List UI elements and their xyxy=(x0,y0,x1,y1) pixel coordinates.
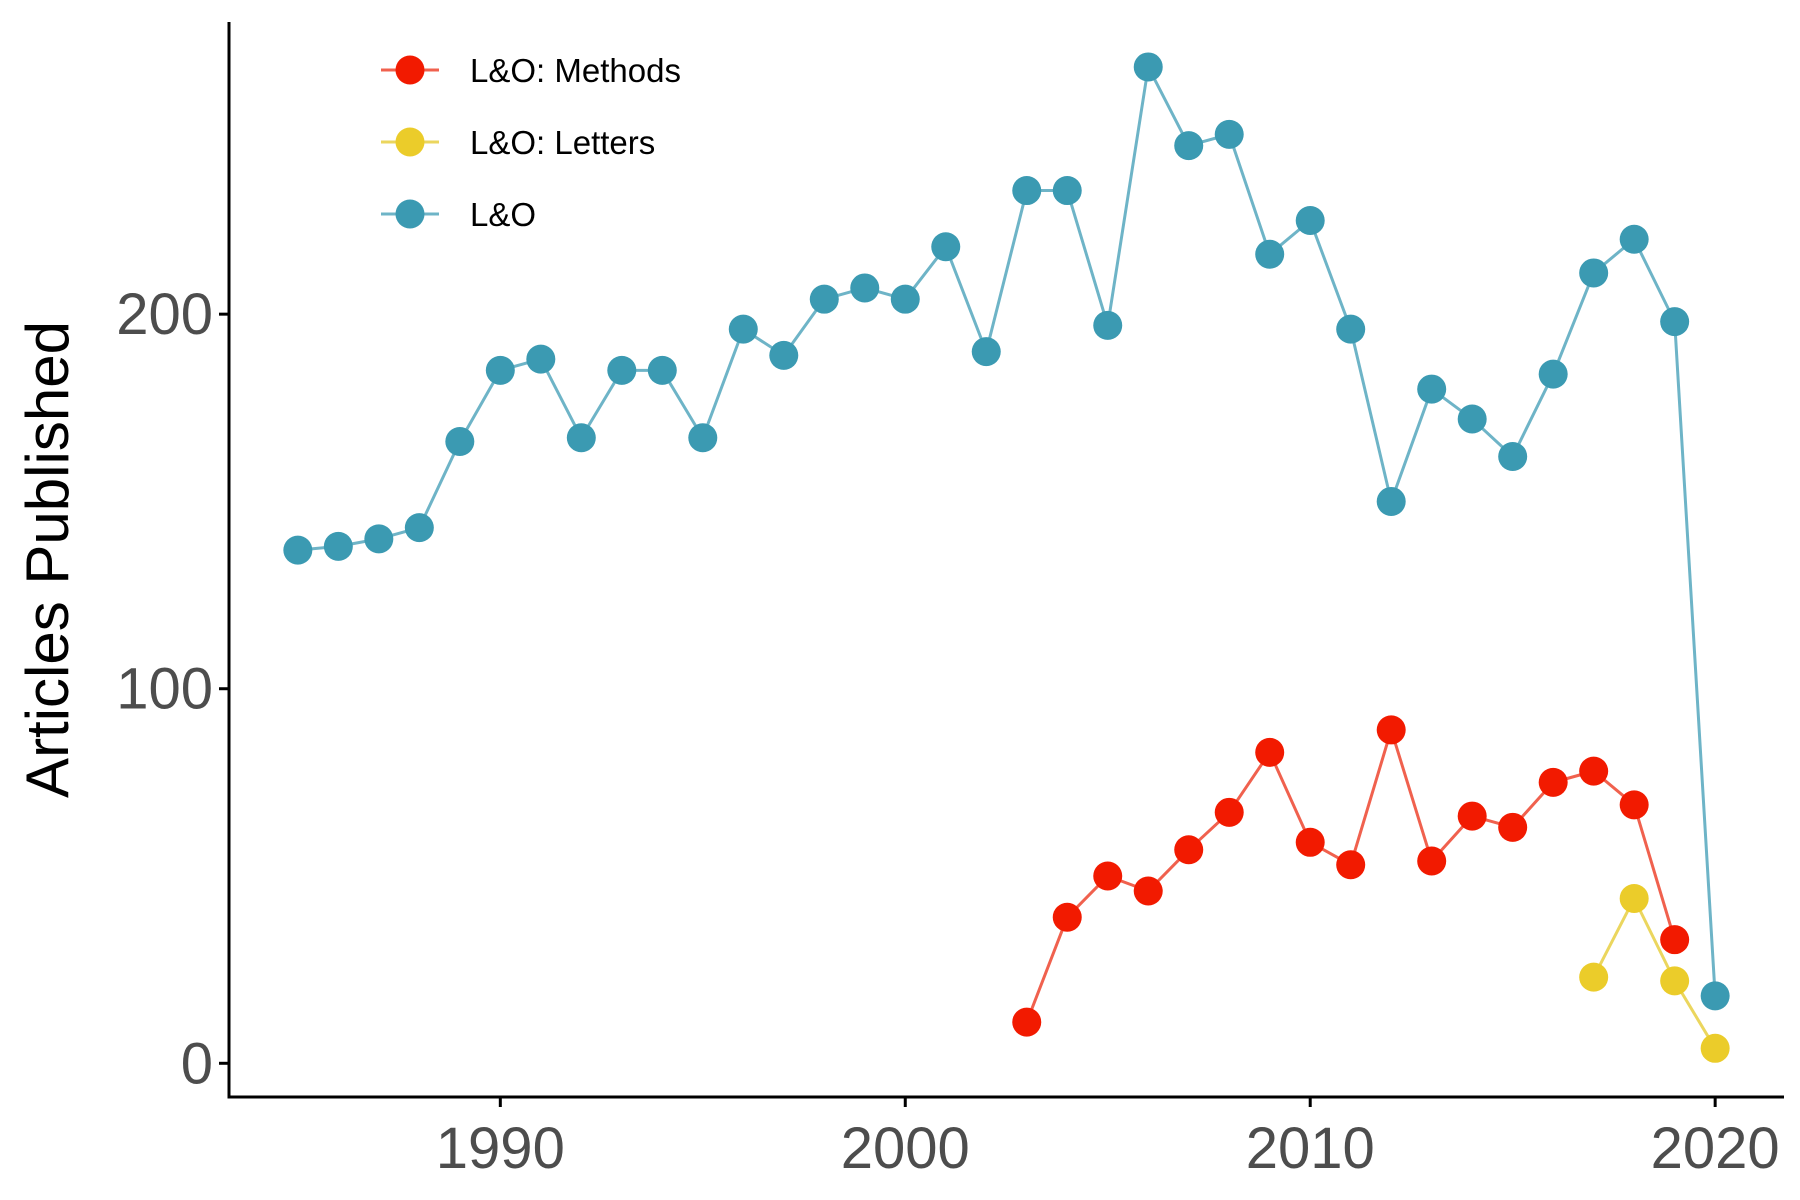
y-tick-label: 200 xyxy=(116,282,213,347)
axes xyxy=(227,22,1784,1099)
data-point xyxy=(1498,441,1528,471)
data-point xyxy=(850,273,880,303)
data-point xyxy=(1295,827,1325,857)
data-point xyxy=(1214,797,1244,827)
data-point xyxy=(809,284,839,314)
data-point xyxy=(1498,812,1528,842)
data-point xyxy=(1538,767,1568,797)
y-axis-title: Articles Published xyxy=(14,321,81,798)
data-point xyxy=(283,535,313,565)
data-point xyxy=(1255,239,1285,269)
x-tick-label: 2020 xyxy=(1651,1116,1780,1181)
data-point xyxy=(1700,1033,1730,1063)
data-point xyxy=(485,355,515,385)
data-point xyxy=(971,337,1001,367)
data-point xyxy=(526,344,556,374)
data-point xyxy=(890,284,920,314)
data-point xyxy=(1619,790,1649,820)
data-point xyxy=(607,355,637,385)
legend-item: L&O xyxy=(381,196,536,233)
data-point xyxy=(1660,966,1690,996)
y-tick-label: 100 xyxy=(116,657,213,722)
legend-item: L&O: Letters xyxy=(381,124,655,161)
data-point xyxy=(1579,962,1609,992)
data-point xyxy=(364,524,394,554)
data-point xyxy=(1376,715,1406,745)
data-point xyxy=(688,423,718,453)
data-point xyxy=(404,513,434,543)
data-point xyxy=(1133,876,1163,906)
data-point xyxy=(1579,258,1609,288)
data-point xyxy=(1660,925,1690,955)
data-point xyxy=(1417,374,1447,404)
x-tick-label: 1990 xyxy=(436,1116,565,1181)
legend-marker xyxy=(395,199,425,229)
data-point xyxy=(1012,1007,1042,1037)
data-point xyxy=(1255,737,1285,767)
data-point xyxy=(1093,861,1123,891)
data-point xyxy=(1052,176,1082,206)
data-point xyxy=(931,232,961,262)
legend-label: L&O xyxy=(470,196,536,233)
data-point xyxy=(323,531,353,561)
data-point xyxy=(1376,486,1406,516)
data-point xyxy=(1579,756,1609,786)
series-line xyxy=(1592,896,1717,1050)
data-point xyxy=(1133,52,1163,82)
x-tick-label: 2000 xyxy=(841,1116,970,1181)
series-2 xyxy=(283,52,1730,1011)
data-point xyxy=(1295,206,1325,236)
data-point xyxy=(1619,883,1649,913)
legend: L&O: Methods L&O: Letters L&O xyxy=(381,52,681,233)
data-point xyxy=(445,427,475,457)
data-point xyxy=(1174,131,1204,161)
data-point xyxy=(1619,224,1649,254)
data-point xyxy=(728,314,758,344)
x-tick-label: 2010 xyxy=(1246,1116,1375,1181)
data-point xyxy=(1457,404,1487,434)
legend-label: L&O: Letters xyxy=(470,124,655,161)
data-point xyxy=(1417,846,1447,876)
legend-item: L&O: Methods xyxy=(381,52,681,89)
data-point xyxy=(1012,176,1042,206)
data-point xyxy=(647,355,677,385)
legend-marker xyxy=(395,127,425,157)
series-0 xyxy=(1012,715,1690,1037)
data-point xyxy=(1174,835,1204,865)
data-point xyxy=(1214,119,1244,149)
data-point xyxy=(1052,902,1082,932)
data-point xyxy=(769,340,799,370)
data-point xyxy=(1700,981,1730,1011)
y-axis-ticks: 0 100 200 xyxy=(116,282,229,1096)
data-point xyxy=(566,423,596,453)
series-1 xyxy=(1579,883,1730,1063)
data-point xyxy=(1538,359,1568,389)
data-point xyxy=(1093,310,1123,340)
legend-marker xyxy=(395,55,425,85)
series-group xyxy=(283,52,1730,1063)
data-point xyxy=(1660,307,1690,337)
x-axis-ticks: 1990 2000 2010 2020 xyxy=(436,1097,1780,1181)
data-point xyxy=(1336,850,1366,880)
y-tick-label: 0 xyxy=(181,1031,213,1096)
data-point xyxy=(1457,801,1487,831)
data-point xyxy=(1336,314,1366,344)
legend-label: L&O: Methods xyxy=(470,52,681,89)
